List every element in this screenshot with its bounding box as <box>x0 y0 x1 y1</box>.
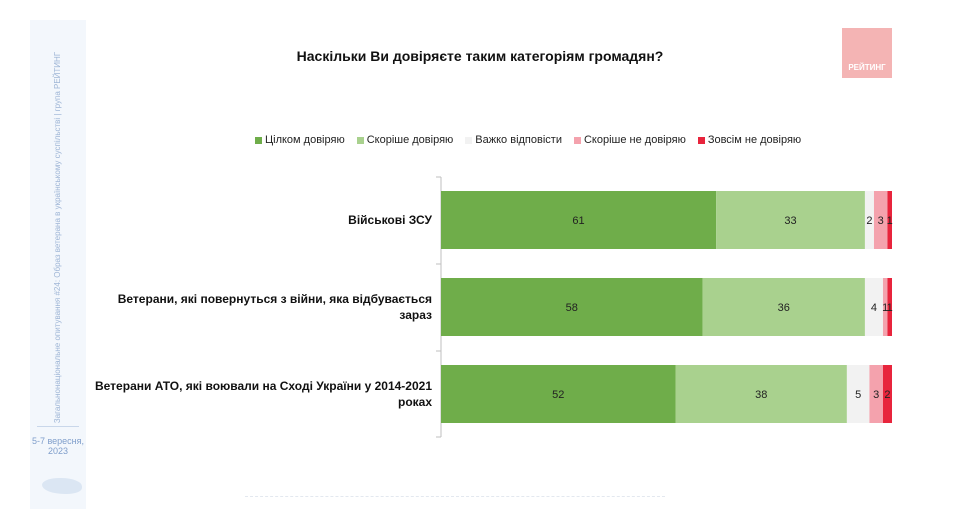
bar-segment <box>702 278 865 336</box>
footer-divider <box>245 496 665 498</box>
bar-segment <box>675 365 847 423</box>
data-label: 3 <box>878 215 884 227</box>
legend-label: Цілком довіряю <box>265 134 345 146</box>
data-label: 2 <box>884 389 890 401</box>
chart-title: Наскільки Ви довіряєте таким категоріям … <box>296 48 664 64</box>
data-label: 36 <box>778 302 790 314</box>
data-label: 2 <box>866 215 872 227</box>
legend-item: Зовсім не довіряю <box>697 134 802 146</box>
ukraine-map-icon <box>42 478 82 494</box>
bar-segment <box>887 278 892 336</box>
survey-date: 5-7 вересня, 2023 <box>31 436 85 456</box>
bar-segment <box>441 191 717 249</box>
legend-item: Цілком довіряю <box>255 134 345 146</box>
data-label: 1 <box>887 302 893 314</box>
legend-item: Скоріше не довіряю <box>573 134 686 146</box>
category-label: Військові ЗСУ <box>348 213 432 227</box>
category-label: Ветерани, які повернуться з війни, яка в… <box>117 292 432 322</box>
data-label: 5 <box>855 389 861 401</box>
rating-logo: РЕЙТИНГ <box>842 28 892 78</box>
legend-label: Скоріше не довіряю <box>583 134 686 146</box>
bar-segment <box>441 278 703 336</box>
data-label: 3 <box>873 389 879 401</box>
bar-segment <box>882 365 892 423</box>
legend-swatch <box>697 136 705 144</box>
bar-segment <box>869 365 883 423</box>
legend-swatch <box>573 136 581 144</box>
legend-item: Скоріше довіряю <box>356 134 454 146</box>
legend-label: Важко відповісти <box>475 134 562 146</box>
bar-segment <box>441 365 676 423</box>
logo-text: РЕЙТИНГ <box>848 63 886 72</box>
data-label: 52 <box>552 389 564 401</box>
legend-swatch <box>356 136 364 144</box>
chart-legend: Цілком довіряю Скоріше довіряю Важко відпо… <box>255 133 813 147</box>
bar-segment <box>846 365 870 423</box>
bar-segment <box>864 278 883 336</box>
sidebar: Загальнонаціональне опитування #24: Обра… <box>30 20 86 509</box>
legend-swatch <box>465 136 473 144</box>
data-label: 1 <box>882 302 888 314</box>
legend-label: Скоріше довіряю <box>366 134 454 146</box>
bar-segment <box>887 191 892 249</box>
data-label: 4 <box>871 302 877 314</box>
data-label: 58 <box>566 302 578 314</box>
bar-segment <box>873 191 888 249</box>
legend-swatch <box>255 136 262 144</box>
data-label: 33 <box>784 215 796 227</box>
bar-segment <box>716 191 865 249</box>
data-label: 38 <box>755 389 767 401</box>
legend-item: Важко відповісти <box>465 134 562 146</box>
category-label: Ветерани АТО, які воювали на Сході Украї… <box>95 379 432 409</box>
bar-segment <box>882 278 888 336</box>
sidebar-divider <box>37 426 79 427</box>
legend-label: Зовсім не довіряю <box>707 134 802 146</box>
data-label: 61 <box>572 215 584 227</box>
data-label: 1 <box>887 215 893 227</box>
bar-segment <box>864 191 874 249</box>
